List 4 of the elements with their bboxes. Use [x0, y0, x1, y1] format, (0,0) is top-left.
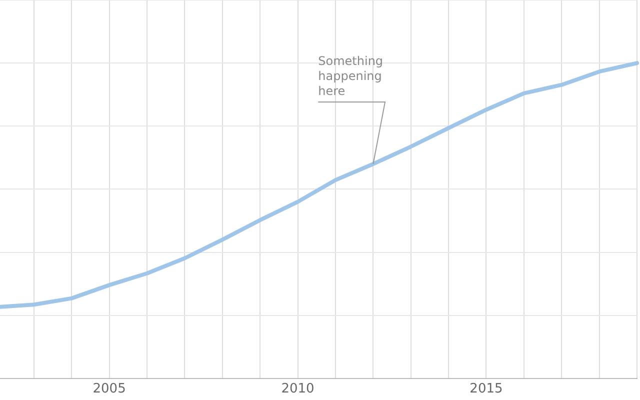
annotation: Something happening here: [318, 54, 384, 98]
x-tick-label: 2005: [92, 382, 126, 397]
x-tick-label: 2015: [470, 382, 503, 397]
x-tick-label: 2010: [281, 382, 314, 397]
